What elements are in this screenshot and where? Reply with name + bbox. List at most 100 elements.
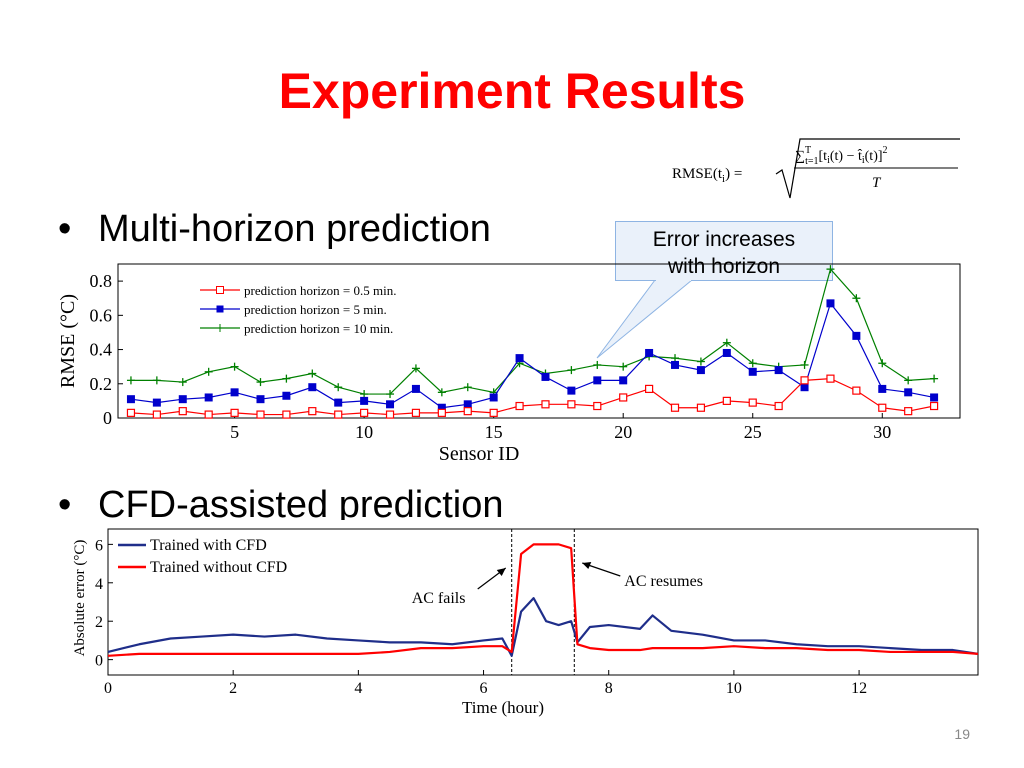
- data-point: [126, 395, 135, 404]
- data-point: [515, 401, 524, 411]
- data-point: [748, 398, 757, 407]
- plot-frame: [107, 528, 979, 676]
- data-point: [852, 386, 861, 395]
- formula-denominator: T: [872, 175, 882, 191]
- legend-label: prediction horizon = 0.5 min.: [244, 283, 396, 298]
- y-tick-label: 0.2: [90, 374, 113, 394]
- y-tick-label: 0.4: [90, 340, 113, 360]
- series-line: [130, 378, 935, 416]
- legend-marker: [216, 305, 224, 313]
- legend-marker: [216, 286, 224, 294]
- rmse-formula: RMSE(ti) = ∑T t=1[ti(t) − t̂i(t)]2 T: [668, 136, 968, 206]
- data-point: [178, 395, 187, 404]
- y-tick-label: 0.8: [90, 271, 113, 291]
- x-tick-label: 15: [485, 422, 503, 442]
- bullet-1: • Multi-horizon prediction: [58, 208, 491, 251]
- bullet-dot: •: [58, 208, 72, 250]
- bullet-1-text: Multi-horizon prediction: [98, 208, 491, 250]
- data-point: [360, 396, 369, 405]
- data-point: [774, 366, 783, 375]
- x-tick-label: 0: [104, 680, 112, 697]
- y-tick-label: 0: [103, 408, 112, 428]
- data-point: [826, 374, 835, 383]
- data-point: [204, 410, 213, 419]
- bullet-2-text: CFD-assisted prediction: [98, 488, 504, 520]
- data-point: [386, 400, 395, 409]
- data-point: [256, 410, 265, 419]
- data-point: [696, 366, 705, 375]
- data-point: [929, 401, 939, 411]
- data-point: [593, 401, 602, 411]
- data-point: [489, 393, 498, 402]
- callout-line-1: Error increases: [652, 228, 796, 251]
- x-axis-label: Sensor ID: [439, 443, 520, 465]
- data-point: [282, 391, 291, 400]
- annotation-ac-fails: AC fails: [412, 590, 466, 607]
- x-tick-label: 4: [354, 680, 362, 697]
- data-point: [671, 360, 680, 369]
- data-point: [645, 384, 654, 394]
- rmse-formula-svg: RMSE(ti) = ∑T t=1[ti(t) − t̂i(t)]2 T: [672, 138, 960, 199]
- x-tick-label: 10: [726, 680, 742, 697]
- formula-lhs: RMSE(ti) =: [672, 166, 742, 185]
- y-axis-label: Absolute error (°C): [72, 540, 88, 657]
- x-tick-label: 20: [614, 422, 632, 442]
- rmse-chart: 0 0.2 0.4 0.6 0.8 5 10 15 20 25 30 Sensor ID RMSE (°…: [57, 263, 961, 465]
- series-line: [130, 302, 935, 409]
- x-tick-label: 30: [873, 422, 891, 442]
- data-point: [722, 396, 731, 405]
- data-point: [437, 408, 446, 417]
- x-tick-label: 6: [480, 680, 488, 697]
- data-point: [826, 299, 835, 308]
- series-line: [107, 597, 979, 657]
- data-point: [904, 407, 913, 416]
- series-line: [130, 267, 935, 395]
- data-point: [489, 408, 498, 417]
- data-point: [670, 403, 680, 412]
- data-point: [930, 393, 939, 402]
- data-point: [463, 407, 472, 416]
- y-tick-label: 2: [95, 614, 103, 631]
- annotation-arrowhead: [496, 568, 506, 576]
- legend-label: Trained without CFD: [150, 559, 287, 576]
- data-point: [567, 386, 576, 395]
- legend-label: Trained with CFD: [150, 537, 267, 554]
- sqrt-sign: [775, 138, 960, 199]
- callout-line-2: with horizon: [667, 255, 781, 278]
- x-tick-label: 12: [851, 680, 867, 697]
- data-point: [904, 388, 913, 397]
- y-tick-label: 0.6: [90, 305, 113, 325]
- data-point: [334, 398, 343, 407]
- data-point: [722, 348, 731, 357]
- data-point: [619, 393, 628, 402]
- page-number: 19: [954, 726, 970, 742]
- callout-box: Error increases with horizon: [615, 221, 833, 281]
- data-point: [852, 331, 861, 340]
- data-point: [541, 400, 550, 409]
- data-point: [411, 384, 420, 393]
- data-point: [541, 372, 550, 381]
- data-point: [800, 383, 809, 392]
- data-point: [411, 408, 421, 417]
- legend-label: prediction horizon = 10 min.: [244, 321, 393, 336]
- x-tick-label: 2: [229, 680, 237, 697]
- data-point: [282, 410, 291, 419]
- data-point: [878, 403, 887, 412]
- plot-frame: [117, 263, 961, 419]
- annotation-arrowhead: [582, 562, 592, 569]
- data-point: [152, 410, 161, 419]
- y-tick-label: 0: [95, 653, 103, 670]
- x-axis-label: Time (hour): [462, 698, 544, 717]
- x-tick-label: 10: [355, 422, 373, 442]
- bullet-dot: •: [58, 488, 72, 520]
- data-point: [308, 383, 317, 392]
- bullet-2: • CFD-assisted prediction: [58, 488, 503, 520]
- data-point: [774, 401, 783, 411]
- bullet-2-clip: • CFD-assisted prediction: [0, 488, 1024, 520]
- x-tick-label: 5: [230, 422, 239, 442]
- data-point: [593, 376, 602, 385]
- data-point: [126, 408, 136, 417]
- data-point: [204, 393, 213, 402]
- formula-numerator: ∑T t=1[ti(t) − t̂i(t)]2: [795, 145, 888, 167]
